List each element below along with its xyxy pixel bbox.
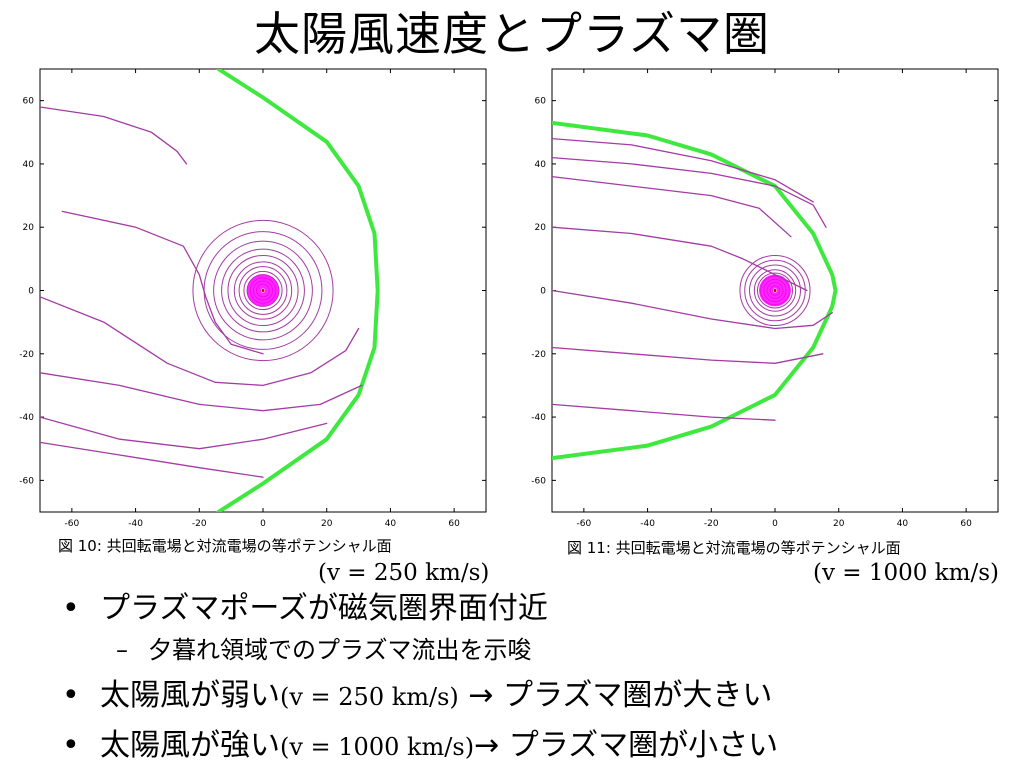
speed-label-right: (v = 1000 km/s) — [813, 560, 999, 586]
sub-bullet-text: 夕暮れ領域でのプラズマ流出を示唆 — [148, 636, 532, 664]
y-tick-label: -40 — [19, 413, 34, 423]
contour-ring — [233, 261, 293, 320]
bullet-text: 太陽風が強い — [100, 728, 280, 763]
x-tick-label: -60 — [577, 519, 592, 529]
equipotential-line — [40, 372, 363, 412]
equipotential-line — [552, 346, 824, 364]
plot-area — [552, 120, 838, 461]
earth-center — [773, 289, 777, 292]
figure-left: -60 -40 -20 0 20 40 60 60 40 20 0 -20 -40 -60 — [8, 64, 498, 544]
contour-ring — [192, 219, 334, 362]
equipotential-line — [552, 156, 827, 228]
magnetopause-line — [552, 120, 838, 461]
bullet-item: • 太陽風が強い(v = 1000 km/s)→ プラズマ圏が小さい — [62, 726, 778, 767]
bullet-text: → プラズマ圏が小さい — [474, 728, 779, 763]
bullet-math: (v = 1000 km/s) — [280, 733, 475, 761]
contour-ring — [238, 266, 288, 315]
y-tick-label: -20 — [531, 350, 546, 360]
equipotential-line — [40, 416, 328, 450]
y-tick-label: -60 — [19, 476, 34, 486]
bullet-item: • 太陽風が弱い(v = 250 km/s) → プラズマ圏が大きい — [62, 676, 772, 717]
contour-ring — [753, 269, 797, 312]
equipotential-line — [552, 289, 833, 330]
figure-caption-left: 図 10: 共回転電場と対流電場の等ポテンシャル面 — [58, 537, 392, 555]
x-tick-label: -20 — [192, 519, 207, 529]
contour-ring — [756, 272, 794, 309]
equipotential-line — [552, 226, 808, 292]
contour-ring — [221, 248, 305, 333]
sub-bullet-marker: – — [116, 636, 128, 664]
slide-title: 太陽風速度とプラズマ圏 — [253, 7, 771, 61]
bullet-item: • プラズマポーズが磁気圏界面付近 — [62, 589, 548, 629]
equipotential-line — [40, 106, 188, 165]
earth-center — [261, 289, 265, 292]
contour-ring — [243, 270, 283, 311]
contour-ring — [744, 259, 806, 322]
y-tick-label: -20 — [19, 350, 34, 360]
y-tick-label: 20 — [23, 223, 35, 233]
contour-ring — [749, 264, 801, 317]
x-tick-label: -40 — [640, 519, 655, 529]
x-tick-label: 0 — [772, 519, 778, 529]
plot-area — [40, 69, 380, 512]
y-tick-label: 60 — [23, 97, 35, 107]
x-tick-label: -40 — [128, 519, 143, 529]
bullet-marker: • — [62, 728, 80, 763]
y-tick-label: 20 — [535, 223, 547, 233]
equipotential-line — [552, 403, 776, 421]
figure-right: -60 -40 -20 0 20 40 60 60 40 20 0 -20 -40 -60 — [520, 64, 1010, 544]
equipotential-line — [40, 296, 360, 387]
x-tick-label: 60 — [960, 519, 972, 529]
bullet-marker: • — [62, 678, 80, 713]
y-tick-label: 0 — [28, 287, 34, 297]
bullet-text: プラズマポーズが磁気圏界面付近 — [100, 591, 548, 626]
equipotential-plot-right: -60 -40 -20 0 20 40 60 60 40 20 0 -20 -40 -60 — [531, 68, 999, 529]
x-tick-label: 40 — [897, 519, 909, 529]
speed-label-left: (v = 250 km/s) — [318, 560, 490, 586]
magnetopause-line — [216, 69, 380, 512]
x-tick-label: 0 — [260, 519, 266, 529]
bullet-marker: • — [62, 591, 80, 626]
equipotential-line — [552, 137, 814, 203]
contour-ring — [227, 254, 299, 327]
equipotential-plot-left: -60 -40 -20 0 20 40 60 60 40 20 0 -20 -40 -60 — [19, 68, 487, 529]
x-tick-label: -20 — [704, 519, 719, 529]
x-tick-label: 20 — [833, 519, 845, 529]
equipotential-line — [61, 210, 264, 355]
equipotential-line — [552, 175, 792, 238]
bullet-math: (v = 250 km/s) — [280, 683, 459, 711]
y-tick-label: 40 — [535, 160, 547, 170]
figure-caption-right: 図 11: 共回転電場と対流電場の等ポテンシャル面 — [567, 539, 901, 557]
equipotential-line — [40, 441, 264, 478]
bullet-text: 太陽風が弱い — [100, 678, 280, 713]
y-tick-label: -60 — [531, 476, 546, 486]
contour-ring — [213, 240, 313, 341]
x-tick-label: 20 — [321, 519, 333, 529]
y-tick-label: -40 — [531, 413, 546, 423]
y-tick-label: 0 — [540, 287, 546, 297]
x-tick-label: -60 — [65, 519, 80, 529]
y-tick-label: 40 — [23, 160, 35, 170]
sub-bullet-item: – 夕暮れ領域でのプラズマ流出を示唆 — [116, 634, 532, 666]
x-tick-label: 40 — [385, 519, 397, 529]
y-tick-label: 60 — [535, 97, 547, 107]
bullet-text: → プラズマ圏が大きい — [468, 678, 773, 713]
contour-ring — [739, 254, 811, 327]
x-tick-label: 60 — [448, 519, 460, 529]
